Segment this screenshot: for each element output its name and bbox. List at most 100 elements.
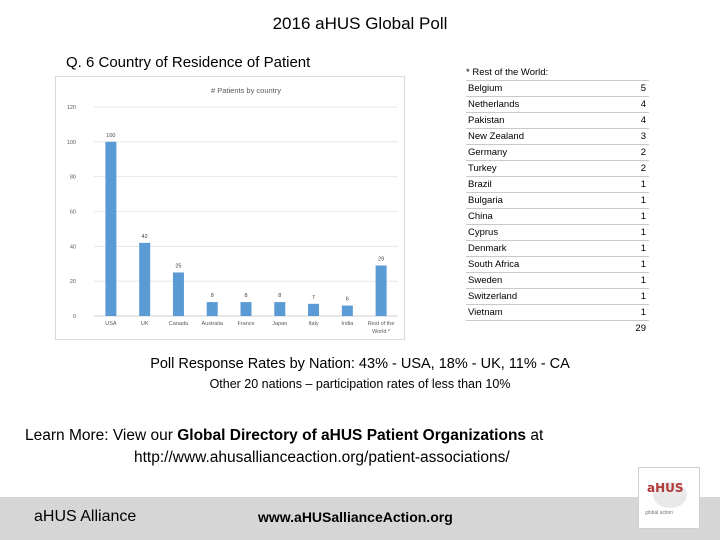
row-country: Bulgaria — [468, 195, 503, 206]
row-count: 1 — [640, 211, 646, 222]
bar — [206, 302, 218, 316]
rest-of-world-row: China 1 — [466, 208, 649, 224]
x-tick-label: France — [237, 321, 254, 327]
rest-of-world-header: * Rest of the World: — [466, 67, 549, 78]
bar — [172, 272, 184, 316]
rest-of-world-table: * Rest of the World: Belgium 5 Netherlands… — [466, 65, 649, 336]
data-label: 100 — [106, 133, 115, 139]
row-count: 1 — [640, 227, 646, 238]
row-country: Germany — [468, 147, 508, 158]
logo-word: aHUS — [647, 481, 684, 495]
footer-website[interactable]: www.aHUSallianceAction.org — [258, 509, 453, 525]
rest-of-world-row: Germany 2 — [466, 144, 649, 160]
rest-of-world-row: Belgium 5 — [466, 80, 649, 96]
y-tick-label: 60 — [70, 210, 76, 216]
chart-canvas: # Patients by country 0 20 40 60 80 100 120 100 U… — [67, 86, 398, 335]
rest-of-world-row: Bulgaria 1 — [466, 192, 649, 208]
data-label: 7 — [312, 295, 315, 301]
row-country: Brazil — [468, 179, 492, 190]
row-count: 1 — [640, 307, 646, 318]
bar — [274, 302, 286, 316]
row-count: 5 — [640, 83, 646, 94]
rest-of-world-row: Turkey 2 — [466, 160, 649, 176]
data-label: 8 — [211, 293, 214, 299]
x-tick-label: Australia — [202, 321, 224, 327]
learn-more-suffix: at — [526, 427, 544, 444]
directory-link-text: Global Directory of aHUS Patient Organiz… — [177, 427, 527, 444]
row-count: 2 — [640, 163, 646, 174]
rest-of-world-row: Switzerland 1 — [466, 288, 649, 304]
row-count: 2 — [640, 147, 646, 158]
row-count: 1 — [640, 195, 646, 206]
data-label: 42 — [142, 234, 148, 240]
row-country: Vietnam — [468, 307, 503, 318]
response-rates-line: Poll Response Rates by Nation: 43% - USA… — [150, 356, 570, 372]
row-country: Turkey — [468, 163, 497, 174]
data-label: 8 — [244, 293, 247, 299]
chart-title: # Patients by country — [211, 86, 281, 95]
rest-of-world-row: Brazil 1 — [466, 176, 649, 192]
y-tick-label: 0 — [73, 314, 76, 320]
y-tick-label: 120 — [67, 105, 76, 111]
data-label: 25 — [175, 263, 181, 269]
row-count: 4 — [640, 99, 646, 110]
row-country: China — [468, 211, 493, 222]
y-tick-label: 80 — [70, 175, 76, 181]
row-country: Cyprus — [468, 227, 499, 238]
question-label: Q. 6 Country of Residence of Patient — [66, 54, 311, 71]
x-tick-label: Rest of the — [368, 321, 395, 327]
row-count: 1 — [640, 259, 646, 270]
directory-url[interactable]: http://www.ahusallianceaction.org/patien… — [134, 449, 510, 466]
x-tick-label: Canada — [169, 321, 189, 327]
x-tick-label: UK — [141, 321, 149, 327]
row-country: Netherlands — [468, 99, 520, 110]
x-tick-label: Japan — [272, 321, 287, 327]
x-tick-label: Italy — [309, 321, 319, 327]
learn-more-prefix: Learn More: View our — [25, 427, 178, 444]
bar — [341, 305, 353, 316]
logo-globe-icon — [653, 482, 687, 508]
data-label: 8 — [278, 293, 281, 299]
rest-of-world-row: Pakistan 4 — [466, 112, 649, 128]
rest-of-world-row: Denmark 1 — [466, 240, 649, 256]
learn-more-text: Learn More: View our Global Directory of… — [25, 427, 543, 445]
row-count: 1 — [640, 243, 646, 254]
x-tick-label: World * — [372, 329, 391, 335]
row-country: New Zealand — [468, 131, 524, 142]
response-rates-note: Other 20 nations – participation rates o… — [209, 377, 511, 391]
logo-subtitle: global action — [645, 510, 674, 516]
row-count: 3 — [640, 131, 646, 142]
bar — [139, 242, 151, 316]
data-label: 6 — [346, 297, 349, 303]
bar — [105, 141, 117, 316]
rest-of-world-row: Sweden 1 — [466, 272, 649, 288]
y-tick-label: 20 — [70, 279, 76, 285]
ahus-logo: aHUS global action — [638, 467, 700, 529]
row-country: Denmark — [468, 243, 507, 254]
footer-org-name: aHUS Alliance — [34, 508, 137, 525]
row-count: 1 — [640, 275, 646, 286]
rest-of-world-row: Netherlands 4 — [466, 96, 649, 112]
rest-of-world-row: New Zealand 3 — [466, 128, 649, 144]
row-country: Pakistan — [468, 115, 505, 126]
rest-of-world-total: 29 — [466, 320, 649, 336]
row-country: Belgium — [468, 83, 503, 94]
row-count: 1 — [640, 291, 646, 302]
bar — [240, 302, 252, 316]
row-country: Switzerland — [468, 291, 518, 302]
bar — [375, 265, 387, 316]
row-country: South Africa — [468, 259, 520, 270]
footer-bar: aHUS Alliance www.aHUSallianceAction.org — [0, 497, 720, 540]
y-tick-label: 100 — [67, 140, 76, 146]
bar — [308, 303, 320, 316]
bar-chart: # Patients by country 0 20 40 60 80 100 120 100 U… — [55, 76, 405, 340]
data-label: 29 — [378, 256, 384, 262]
row-count: 1 — [640, 179, 646, 190]
x-tick-label: India — [341, 321, 354, 327]
y-tick-label: 40 — [70, 244, 76, 250]
row-count: 4 — [640, 115, 646, 126]
x-tick-label: USA — [105, 321, 117, 327]
row-country: Sweden — [468, 275, 503, 286]
slide-title: 2016 aHUS Global Poll — [272, 14, 448, 33]
rest-of-world-row: Vietnam 1 — [466, 304, 649, 320]
